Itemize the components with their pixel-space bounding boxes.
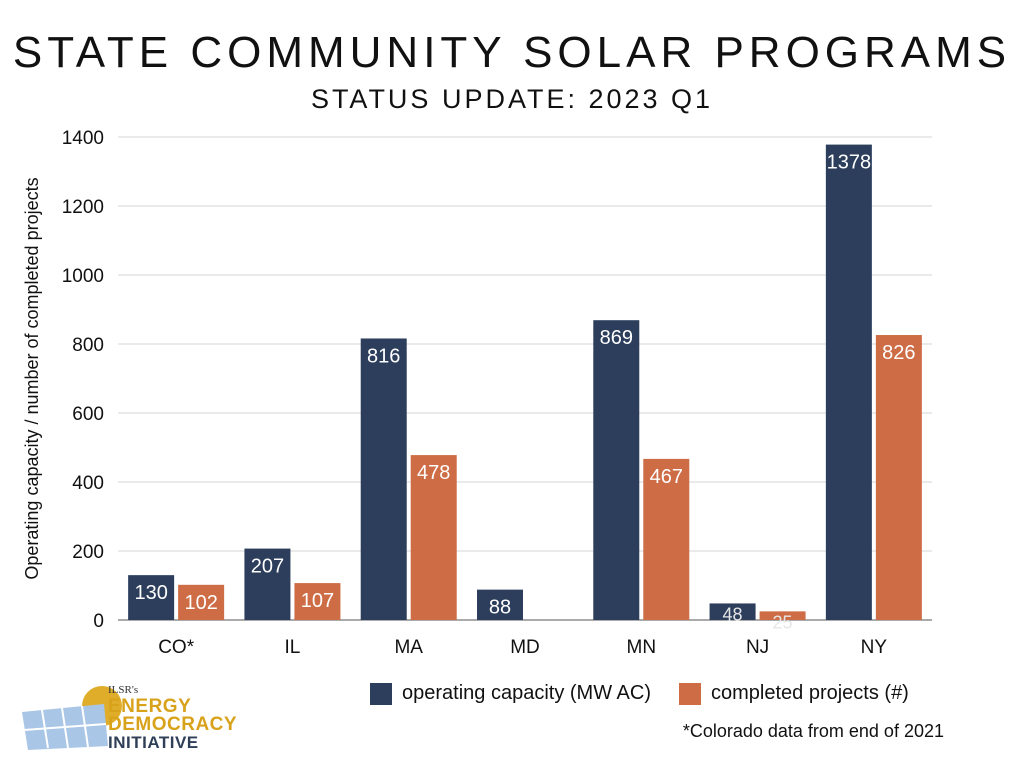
bar-operating-capacity	[709, 603, 756, 620]
bar-operating-capacity	[593, 320, 640, 620]
bar-completed-projects	[643, 458, 690, 620]
data-label: 207	[251, 556, 284, 578]
logo-line-initiative: INITIATIVE	[108, 733, 199, 752]
ilsr-logo	[22, 686, 122, 750]
data-label: 826	[882, 342, 915, 364]
legend-label-operating: operating capacity (MW AC)	[402, 682, 651, 704]
data-label: 25	[773, 612, 793, 632]
data-label: 107	[301, 590, 334, 612]
legend-swatch-projects	[678, 682, 701, 705]
y-tick-label: 1200	[62, 197, 104, 218]
legend-label-projects: completed projects (#)	[710, 682, 909, 704]
x-tick-label: MD	[510, 637, 540, 658]
bars	[128, 144, 922, 620]
x-tick-label: MA	[394, 637, 423, 658]
chart-title: STATE COMMUNITY SOLAR PROGRAMS	[12, 28, 1012, 77]
footnote: *Colorado data from end of 2021	[682, 721, 944, 741]
bar-operating-capacity	[825, 144, 872, 620]
data-label: 467	[650, 466, 683, 488]
bar-completed-projects	[410, 455, 457, 620]
legend-item-projects: completed projects (#)	[678, 682, 909, 705]
y-axis-label: Operating capacity / number of completed…	[22, 177, 42, 579]
data-label: 478	[417, 462, 450, 484]
x-tick-label: CO*	[158, 637, 195, 658]
y-tick-label: 0	[93, 611, 104, 632]
axes: 0 200 400 600 800 1000 1200 1400 Operating capac…	[22, 128, 887, 658]
data-label: 1378	[827, 152, 872, 174]
bar-chart: 130 102 207 107 816 478 88 869 467 48 25 1378 826 0 2…	[22, 128, 932, 658]
bar-operating-capacity	[128, 575, 175, 620]
logo-solar-panel-icon	[22, 704, 108, 750]
legend: operating capacity (MW AC) completed pro…	[370, 682, 937, 705]
legend-item-operating: operating capacity (MW AC)	[370, 682, 651, 705]
bar-operating-capacity	[360, 338, 407, 620]
legend-swatch-operating	[370, 682, 392, 705]
bar-operating-capacity	[477, 589, 523, 620]
data-label: 102	[184, 592, 217, 614]
y-tick-label: 1400	[62, 128, 104, 149]
bar-completed-projects	[178, 584, 225, 620]
logo-brand: ILSR's	[108, 684, 139, 696]
data-label: 88	[489, 597, 511, 619]
chart-subtitle: STATUS UPDATE: 2023 Q1	[310, 84, 714, 114]
data-label: 130	[134, 582, 167, 604]
y-tick-label: 400	[72, 473, 104, 494]
x-tick-label: NJ	[746, 637, 769, 658]
data-label: 869	[600, 327, 633, 349]
y-tick-label: 200	[72, 542, 104, 563]
bar-operating-capacity	[244, 548, 291, 620]
value-labels: 130 102 207 107 816 478 88 869 467 48 25 1378 826	[134, 152, 915, 633]
x-tick-label: IL	[284, 637, 300, 658]
y-tick-label: 1000	[62, 266, 104, 287]
logo-line-energy: ENERGY	[108, 696, 192, 717]
x-tick-label: MN	[627, 637, 657, 658]
bar-completed-projects	[294, 583, 341, 620]
gridlines	[118, 136, 932, 621]
x-tick-label: NY	[861, 637, 888, 658]
bar-completed-projects	[759, 611, 806, 620]
data-label: 816	[367, 345, 400, 367]
logo-line-democracy: DEMOCRACY	[108, 714, 238, 735]
bar-completed-projects	[875, 335, 922, 620]
y-tick-label: 800	[72, 335, 104, 356]
y-tick-label: 600	[72, 404, 104, 425]
data-label: 48	[723, 604, 743, 624]
